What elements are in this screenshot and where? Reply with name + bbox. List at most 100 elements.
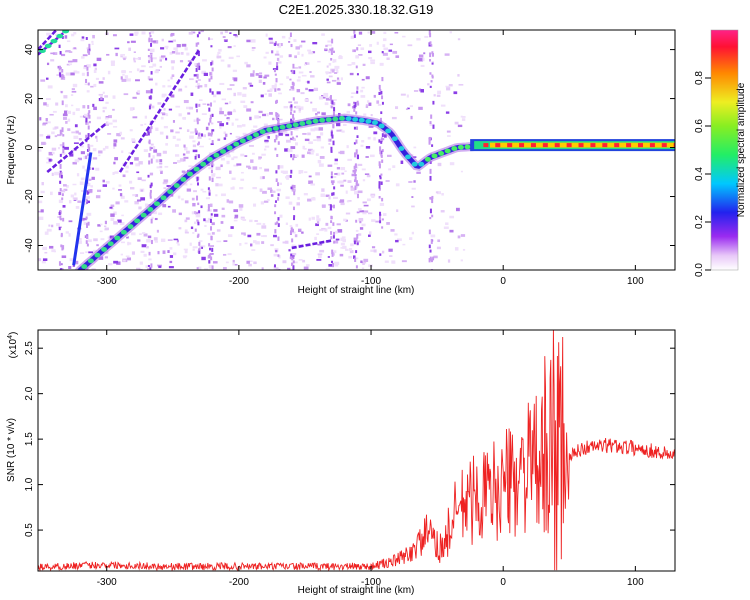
noise-speck <box>224 40 228 42</box>
noise-speck <box>440 210 445 213</box>
noise-speck <box>159 169 162 172</box>
noise-speck <box>145 265 149 268</box>
streak-speck <box>194 128 197 133</box>
noise-speck <box>162 250 166 254</box>
noise-speck <box>289 225 293 227</box>
noise-speck <box>246 39 251 43</box>
noise-speck <box>337 180 340 184</box>
noise-speck <box>175 154 180 157</box>
noise-speck <box>86 90 90 93</box>
spectrogram-xlabel: Height of straight line (km) <box>298 285 415 296</box>
noise-speck <box>165 46 168 50</box>
noise-speck <box>140 189 143 192</box>
noise-speck <box>155 82 158 86</box>
main-trace-dot <box>391 136 398 142</box>
secondary-trace <box>38 30 70 56</box>
noise-speck <box>268 93 272 97</box>
noise-speck <box>365 76 370 80</box>
noise-speck <box>71 90 77 93</box>
streak-speck <box>380 181 383 185</box>
noise-speck <box>176 138 181 141</box>
noise-speck <box>56 74 61 76</box>
streak-speck <box>431 75 434 79</box>
noise-speck <box>307 198 312 202</box>
streak-speck <box>277 88 280 91</box>
noise-speck <box>336 122 341 127</box>
noise-speck <box>314 236 317 241</box>
streak-speck <box>273 69 276 73</box>
noise-speck <box>286 175 291 178</box>
noise-speck <box>271 50 274 54</box>
noise-speck <box>433 255 438 259</box>
noise-speck <box>194 211 197 214</box>
main-trace-dot <box>319 117 326 123</box>
noise-speck <box>358 31 363 35</box>
streak-speck <box>86 223 89 228</box>
noise-speck <box>124 75 129 79</box>
noise-speck <box>279 55 284 58</box>
noise-speck <box>120 53 126 56</box>
noise-speck <box>192 248 195 251</box>
streak-speck <box>207 122 210 126</box>
streak-speck <box>85 198 88 203</box>
noise-speck <box>221 193 226 197</box>
streak-speck <box>149 146 152 151</box>
noise-speck <box>227 234 233 238</box>
noise-speck <box>95 77 100 80</box>
noise-speck <box>258 156 262 159</box>
noise-speck <box>216 176 221 179</box>
noise-speck <box>96 244 99 247</box>
noise-speck <box>355 229 359 232</box>
noise-speck <box>343 218 347 222</box>
streak-speck <box>378 163 381 169</box>
noise-speck <box>303 147 307 150</box>
y-tick-label: 1.0 <box>24 477 35 491</box>
noise-speck <box>454 247 459 251</box>
x-tick-label: 0 <box>500 276 506 287</box>
noise-speck <box>329 48 334 51</box>
streak-speck <box>274 222 277 226</box>
noise-speck <box>110 63 115 66</box>
streak-speck <box>430 44 433 47</box>
noise-speck <box>223 267 227 270</box>
noise-speck <box>47 33 52 36</box>
streak-speck <box>333 241 336 244</box>
noise-speck <box>303 193 308 196</box>
noise-speck <box>362 212 367 215</box>
streak-speck <box>58 173 61 178</box>
streak-speck <box>195 103 198 108</box>
noise-speck <box>153 237 158 241</box>
streak-speck <box>87 133 90 138</box>
streak-speck <box>353 34 356 38</box>
streak-speck <box>150 182 153 187</box>
streak-speck <box>332 124 335 129</box>
noise-speck <box>105 180 110 184</box>
x-tick-label: -100 <box>361 276 381 287</box>
streak-speck <box>292 136 295 140</box>
snr-plot-area <box>38 330 675 571</box>
noise-speck <box>144 203 148 207</box>
noise-speck <box>327 164 333 167</box>
noise-speck <box>102 106 107 110</box>
noise-speck <box>233 77 238 82</box>
noise-speck <box>340 202 345 206</box>
noise-speck <box>221 207 225 210</box>
noise-speck <box>231 177 236 181</box>
noise-speck <box>42 123 46 126</box>
noise-speck <box>333 102 336 106</box>
noise-speck <box>123 93 129 96</box>
streak-speck <box>208 260 211 264</box>
noise-speck <box>232 262 235 266</box>
noise-speck <box>38 200 43 204</box>
noise-speck <box>373 137 376 141</box>
noise-speck <box>184 200 189 204</box>
streak-speck <box>430 238 433 244</box>
noise-speck <box>121 70 126 74</box>
noise-speck <box>220 31 224 35</box>
noise-speck <box>235 118 239 121</box>
noise-speck <box>446 130 451 133</box>
noise-speck <box>182 183 188 186</box>
noise-speck <box>125 170 129 173</box>
noise-speck <box>132 194 136 197</box>
noise-speck <box>202 103 207 105</box>
